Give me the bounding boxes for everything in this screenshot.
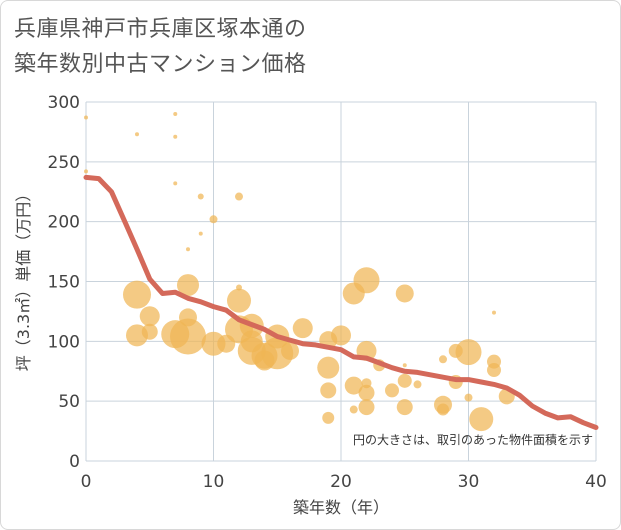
data-bubble bbox=[173, 111, 178, 116]
data-bubble bbox=[173, 181, 178, 186]
y-tick-label: 150 bbox=[48, 273, 80, 293]
y-tick-label: 250 bbox=[48, 153, 80, 173]
x-tick-label: 40 bbox=[585, 472, 607, 492]
data-bubble bbox=[179, 308, 197, 327]
data-bubble bbox=[197, 193, 204, 200]
data-bubble bbox=[358, 399, 375, 416]
data-bubble bbox=[236, 284, 242, 291]
data-bubble bbox=[402, 363, 407, 368]
data-bubble bbox=[413, 380, 422, 389]
data-bubble bbox=[141, 323, 158, 340]
data-bubble bbox=[395, 284, 414, 303]
data-bubble bbox=[177, 274, 199, 297]
data-bubble bbox=[385, 383, 399, 398]
data-bubble bbox=[292, 318, 313, 339]
data-bubble bbox=[439, 355, 447, 364]
data-bubble bbox=[240, 330, 263, 353]
data-bubble bbox=[437, 403, 449, 416]
data-bubble bbox=[397, 373, 412, 388]
data-bubble bbox=[209, 215, 218, 224]
bubble-series bbox=[84, 111, 515, 432]
x-tick-label: 0 bbox=[81, 472, 92, 492]
data-bubble bbox=[317, 356, 340, 379]
data-bubble bbox=[349, 405, 358, 414]
chart-title: 兵庫県神戸市兵庫区塚本通の 築年数別中古マンション価格 bbox=[14, 12, 307, 82]
data-bubble bbox=[139, 306, 160, 327]
data-bubble bbox=[320, 382, 337, 399]
data-bubble bbox=[344, 376, 363, 395]
y-tick-label: 200 bbox=[48, 213, 80, 233]
data-bubble bbox=[235, 192, 243, 201]
chart-title-line-2: 築年数別中古マンション価格 bbox=[14, 52, 307, 77]
data-bubble bbox=[217, 334, 236, 353]
y-tick-label: 300 bbox=[48, 93, 80, 113]
x-tick-label: 10 bbox=[203, 472, 225, 492]
x-tick-label: 20 bbox=[330, 472, 352, 492]
data-bubble bbox=[161, 320, 190, 349]
data-bubble bbox=[173, 134, 178, 139]
data-bubble bbox=[358, 384, 375, 401]
data-bubble bbox=[448, 343, 463, 358]
data-bubble bbox=[254, 350, 275, 371]
x-axis-title: 築年数（年） bbox=[293, 498, 389, 517]
size-annotation: 円の大きさは、取引のあった物件面積を示す bbox=[353, 432, 593, 447]
data-bubble bbox=[135, 132, 139, 137]
data-bubble bbox=[492, 310, 496, 315]
data-bubble bbox=[361, 378, 372, 389]
x-tick-label: 30 bbox=[458, 472, 480, 492]
data-bubble bbox=[487, 363, 501, 378]
data-bubble bbox=[396, 399, 413, 416]
data-bubble bbox=[186, 247, 190, 252]
data-bubble bbox=[281, 341, 299, 360]
chart-title-line-1: 兵庫県神戸市兵庫区塚本通の bbox=[14, 17, 307, 42]
y-axis-title: 坪（3.3㎡）単価（万円） bbox=[14, 186, 33, 371]
y-axis-ticks: 0 50 100 150 200 250 300 bbox=[48, 93, 80, 472]
data-bubble bbox=[469, 407, 494, 432]
data-bubble bbox=[342, 282, 365, 305]
data-bubble bbox=[322, 411, 335, 424]
data-bubble bbox=[201, 331, 226, 356]
data-bubble bbox=[123, 280, 151, 309]
x-axis-ticks: 0 10 20 30 40 bbox=[81, 472, 607, 492]
data-bubble bbox=[227, 288, 251, 313]
data-bubble bbox=[84, 169, 88, 174]
y-tick-label: 100 bbox=[48, 332, 80, 352]
data-bubble bbox=[455, 339, 482, 366]
data-bubble bbox=[198, 231, 203, 236]
y-tick-label: 50 bbox=[58, 392, 80, 412]
data-bubble bbox=[464, 393, 473, 402]
y-tick-label: 0 bbox=[69, 452, 80, 472]
trend-line bbox=[83, 174, 599, 430]
data-bubble bbox=[84, 115, 88, 120]
